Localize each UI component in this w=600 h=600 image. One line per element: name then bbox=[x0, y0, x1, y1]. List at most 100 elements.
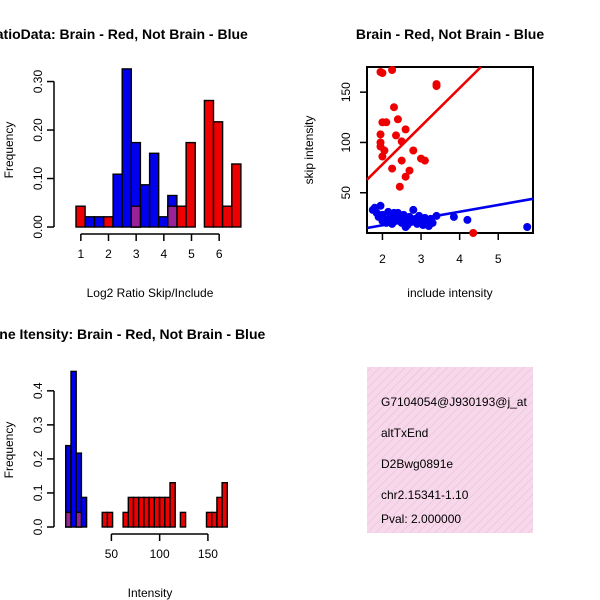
intensity-bar-overlap bbox=[75, 511, 83, 528]
intensity-bar-brain bbox=[179, 511, 187, 528]
ratio-bar-not-brain bbox=[84, 216, 96, 228]
info-line-pval: Pval: 2.000000 bbox=[381, 512, 461, 526]
info-line-event-type: altTxEnd bbox=[381, 426, 428, 440]
intensity-histogram-title: Whole Gene Itensity: Brain - Red, Not Br… bbox=[0, 326, 266, 342]
intensity-histogram-x-label: Intensity bbox=[128, 586, 173, 600]
intensity-scatter: Brain - Red, Not Brain - Blue 2 3 4 5 50 100… bbox=[302, 26, 544, 300]
scatter-x-tick-label: 5 bbox=[495, 252, 502, 266]
scatter-point-brain bbox=[405, 166, 414, 175]
scatter-point-brain bbox=[469, 229, 478, 237]
scatter-point-brain bbox=[409, 146, 418, 155]
scatter-point-brain bbox=[388, 164, 397, 173]
intensity-x-tick-label: 50 bbox=[105, 547, 119, 561]
intensity-bar-brain bbox=[221, 482, 229, 528]
intensity-bar-overlap bbox=[64, 511, 72, 528]
ratio-histogram-x-axis: 1 2 3 4 5 6 bbox=[77, 233, 223, 261]
scatter-x-tick-label: 2 bbox=[379, 252, 386, 266]
intensity-bar-not-brain bbox=[80, 496, 88, 528]
intensity-y-tick-label: 0.1 bbox=[31, 484, 45, 501]
scatter-point-brain bbox=[432, 82, 441, 91]
scatter-plot-box bbox=[366, 66, 534, 234]
ratio-bar-not-brain bbox=[121, 68, 132, 228]
intensity-bar-brain bbox=[127, 496, 135, 528]
intensity-bar-brain bbox=[106, 511, 114, 528]
scatter-point-brain bbox=[397, 137, 406, 146]
scatter-y-tick-label: 100 bbox=[339, 132, 353, 152]
ratio-x-tick-label: 6 bbox=[216, 247, 223, 261]
scatter-point-brain bbox=[397, 156, 406, 165]
scatter-y-tick-label: 50 bbox=[339, 186, 353, 200]
ratio-y-tick-label: 0.30 bbox=[31, 70, 45, 94]
ratio-x-tick-label: 5 bbox=[188, 247, 195, 261]
scatter-point-not-brain bbox=[390, 208, 398, 217]
scatter-point-not-brain bbox=[432, 211, 441, 220]
intensity-bar-brain bbox=[143, 496, 150, 528]
scatter-point-brain bbox=[376, 130, 385, 139]
ratio-bar-brain bbox=[203, 99, 215, 228]
ratio-bar-brain bbox=[212, 121, 224, 228]
ratio-histogram-y-axis: 0.00 0.10 0.20 0.30 bbox=[31, 70, 55, 239]
intensity-bar-not-brain bbox=[70, 370, 77, 528]
scatter-point-brain bbox=[378, 69, 387, 77]
intensity-bar-brain bbox=[216, 496, 223, 528]
intensity-bar-brain bbox=[137, 496, 145, 528]
intensity-y-tick-label: 0.2 bbox=[31, 450, 45, 467]
intensity-x-tick-label: 100 bbox=[150, 547, 170, 561]
scatter-x-label: include intensity bbox=[407, 286, 492, 300]
scatter-point-brain bbox=[393, 115, 402, 124]
intensity-bar-brain bbox=[101, 511, 109, 528]
ratio-histogram: Log2RatioData: Brain - Red, Not Brain - … bbox=[0, 26, 248, 300]
ratio-bar-brain bbox=[176, 205, 187, 228]
ratio-bar-brain bbox=[102, 216, 114, 228]
ratio-bar-brain bbox=[75, 205, 86, 228]
ratio-x-tick-label: 3 bbox=[133, 247, 140, 261]
scatter-point-not-brain bbox=[523, 223, 532, 231]
intensity-histogram-x-axis: 50 100 150 bbox=[105, 533, 218, 561]
intensity-bar-brain bbox=[164, 496, 171, 528]
intensity-bar-brain bbox=[205, 511, 213, 528]
intensity-bar-brain bbox=[148, 496, 156, 528]
info-line-probe-id: G7104054@J930193@j_at bbox=[381, 395, 527, 409]
ratio-bar-not-brain bbox=[93, 216, 105, 228]
scatter-y-axis: 50 100 150 bbox=[339, 82, 367, 200]
ratio-x-tick-label: 4 bbox=[160, 247, 167, 261]
ratio-histogram-title: Log2RatioData: Brain - Red, Not Brain - … bbox=[0, 26, 248, 42]
scatter-x-axis: 2 3 4 5 bbox=[379, 233, 502, 266]
ratio-histogram-x-label: Log2 Ratio Skip/Include bbox=[87, 286, 214, 300]
scatter-point-not-brain bbox=[409, 205, 418, 214]
scatter-y-label: skip intensity bbox=[302, 116, 316, 185]
scatter-point-brain bbox=[420, 156, 429, 165]
info-line-gene-id: D2Bwg0891e bbox=[381, 457, 453, 471]
intensity-bar-brain bbox=[122, 511, 129, 528]
scatter-point-brain bbox=[382, 118, 391, 127]
ratio-bar-overlap bbox=[167, 205, 178, 228]
ratio-bar-brain bbox=[231, 163, 242, 228]
ratio-x-tick-label: 1 bbox=[77, 247, 84, 261]
ratio-bar-not-brain bbox=[139, 184, 151, 228]
ratio-y-tick-label: 0.20 bbox=[31, 118, 45, 142]
intensity-bar-brain bbox=[158, 496, 166, 528]
scatter-point-not-brain bbox=[413, 218, 422, 227]
ratio-histogram-y-label: Frequency bbox=[2, 122, 16, 179]
ratio-bar-not-brain bbox=[157, 216, 169, 228]
scatter-point-brain bbox=[388, 66, 397, 74]
intensity-bar-brain bbox=[210, 511, 218, 528]
scatter-x-tick-label: 4 bbox=[456, 252, 463, 266]
intensity-x-tick-label: 150 bbox=[198, 547, 218, 561]
scatter-point-not-brain bbox=[449, 212, 458, 221]
intensity-y-tick-label: 0.4 bbox=[31, 382, 45, 399]
intensity-bar-brain bbox=[169, 482, 176, 528]
intensity-histogram: Whole Gene Itensity: Brain - Red, Not Br… bbox=[0, 326, 266, 600]
ratio-bar-not-brain bbox=[112, 173, 123, 228]
intensity-bar-brain bbox=[132, 496, 140, 528]
intensity-y-tick-label: 0.0 bbox=[31, 518, 45, 535]
scatter-point-brain bbox=[401, 172, 410, 181]
intensity-histogram-y-axis: 0.0 0.1 0.2 0.3 0.4 bbox=[31, 382, 55, 535]
ratio-y-tick-label: 0.00 bbox=[31, 215, 45, 239]
intensity-histogram-y-label: Frequency bbox=[2, 422, 16, 479]
intensity-bar-brain bbox=[153, 496, 161, 528]
scatter-title: Brain - Red, Not Brain - Blue bbox=[356, 26, 544, 42]
scatter-fit-line-brain bbox=[366, 66, 482, 181]
ratio-y-tick-label: 0.10 bbox=[31, 167, 45, 191]
scatter-point-not-brain bbox=[378, 216, 387, 225]
